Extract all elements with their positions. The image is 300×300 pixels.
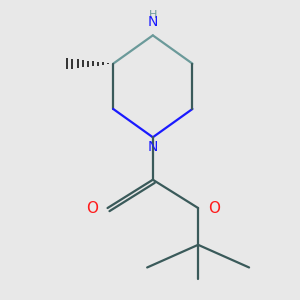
Text: O: O [86, 200, 98, 215]
Text: H: H [148, 10, 157, 20]
Text: O: O [208, 200, 220, 215]
Text: N: N [148, 140, 158, 154]
Text: N: N [148, 15, 158, 29]
